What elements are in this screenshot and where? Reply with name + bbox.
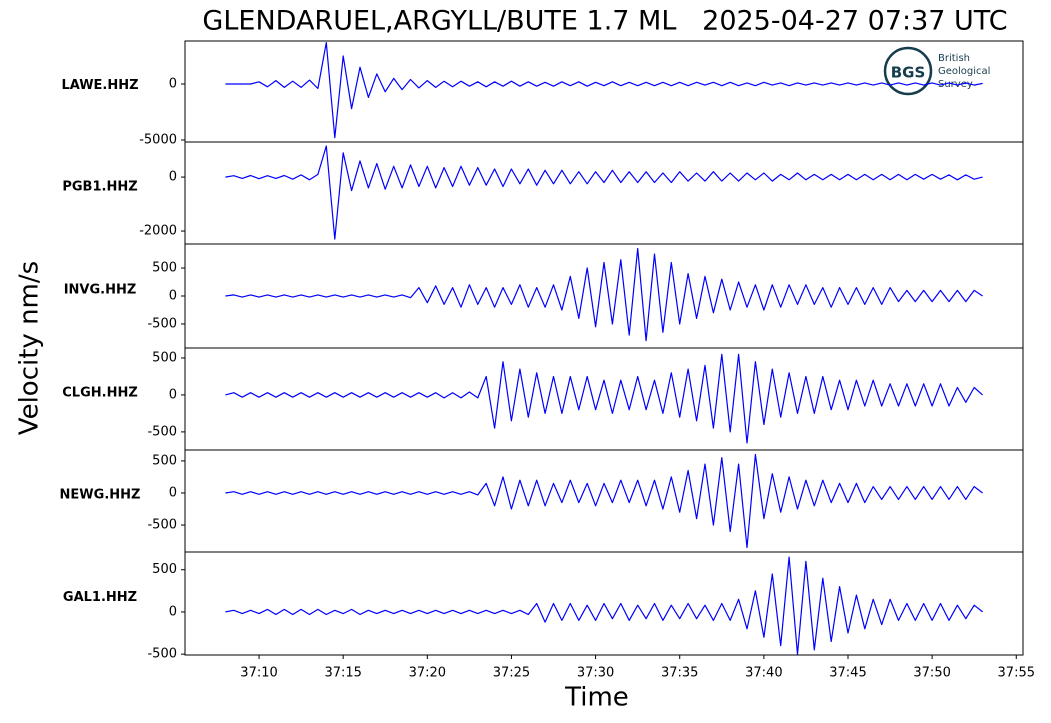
y-tick-label: 0 [169, 76, 177, 91]
y-tick-label: 0 [169, 170, 177, 185]
station-label: LAWE.HHZ [61, 78, 138, 93]
x-tick-label: 37:50 [913, 666, 950, 681]
y-tick-label: 500 [152, 562, 177, 577]
waveform [225, 556, 983, 655]
station-label: PGB1.HHZ [62, 180, 137, 195]
station-label: CLGH.HHZ [62, 386, 138, 401]
station-label: GAL1.HHZ [63, 590, 137, 605]
x-tick-label: 37:35 [661, 666, 698, 681]
logo-ring [883, 46, 933, 96]
waveform [225, 42, 983, 139]
panel-frame [184, 449, 1024, 553]
logo: BGS British Geological Survey [883, 46, 990, 96]
y-tick-label: 0 [169, 289, 177, 304]
y-tick-label: -500 [147, 518, 177, 533]
station-label: NEWG.HHZ [60, 488, 141, 503]
y-tick-label: 0 [169, 604, 177, 619]
x-tick-label: 37:20 [409, 666, 446, 681]
waveform [225, 453, 983, 549]
x-tick-label: 37:10 [240, 666, 277, 681]
y-tick-label: 500 [152, 453, 177, 468]
x-tick-label: 37:55 [998, 666, 1035, 681]
chart-title: GLENDARUEL,ARGYLL/BUTE 1.7 ML 2025-04-27… [202, 6, 1007, 37]
waveform [225, 353, 983, 444]
y-tick-label: -2000 [139, 224, 177, 239]
x-axis-label: Time [564, 683, 629, 713]
x-tick-label: 37:30 [577, 666, 614, 681]
logo-abbr: BGS [891, 64, 926, 82]
panel-frame [184, 243, 1024, 349]
y-tick-label: 500 [152, 350, 177, 365]
y-axis-label: Velocity nm/s [15, 261, 45, 435]
x-tick-label: 37:15 [324, 666, 361, 681]
y-tick-label: 0 [169, 387, 177, 402]
y-tick-label: -500 [147, 647, 177, 662]
panel-frame [184, 141, 1024, 245]
x-tick-label: 37:45 [829, 666, 866, 681]
x-tick-label: 37:25 [493, 666, 530, 681]
waveform [225, 247, 983, 342]
panel-frame [184, 551, 1024, 656]
y-tick-label: -500 [147, 424, 177, 439]
y-tick-label: 500 [152, 261, 177, 276]
waveform [225, 145, 983, 240]
x-tick-label: 37:40 [745, 666, 782, 681]
logo-line: British [938, 53, 970, 64]
panel-frame [184, 347, 1024, 451]
logo-line: Geological [938, 66, 990, 77]
station-label: INVG.HHZ [64, 283, 137, 298]
y-tick-label: -500 [147, 316, 177, 331]
y-tick-label: -5000 [139, 132, 177, 147]
y-tick-label: 0 [169, 485, 177, 500]
